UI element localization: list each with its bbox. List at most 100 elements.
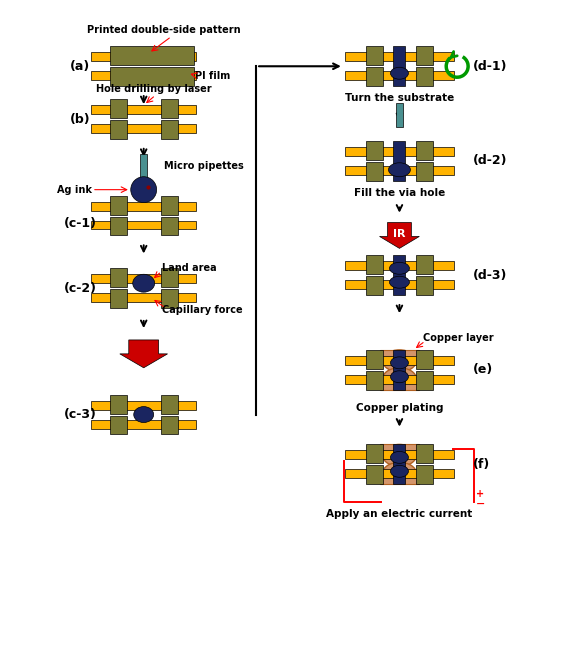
Bar [417,371,433,390]
Bar [417,466,433,484]
Bar [110,120,127,139]
Text: Ag ink: Ag ink [57,185,92,195]
Bar [366,350,383,369]
Ellipse shape [390,276,409,288]
Bar [379,381,419,390]
Bar [160,268,178,287]
Bar [92,105,196,114]
Bar [417,445,433,464]
Bar [345,166,454,175]
Ellipse shape [390,371,409,383]
Bar [366,276,383,295]
Bar [379,476,419,484]
Bar [110,415,127,434]
Bar [417,141,433,160]
Text: PI film: PI film [195,71,231,82]
Bar [92,293,196,302]
Text: (c-3): (c-3) [64,408,96,421]
Bar [160,289,178,308]
Bar [92,124,196,133]
Text: (c-1): (c-1) [64,217,96,230]
Ellipse shape [133,274,155,292]
Bar [110,268,127,287]
Text: (a): (a) [70,60,90,73]
Bar [417,46,433,65]
Bar [366,46,383,65]
Bar [394,256,406,295]
Bar [110,67,194,86]
Bar [92,400,196,409]
Bar [160,196,178,215]
Bar [366,162,383,181]
Bar [92,71,196,80]
Text: (c-2): (c-2) [64,282,96,295]
Bar [366,141,383,160]
Bar [417,67,433,86]
Bar [417,256,433,274]
Bar [160,99,178,118]
Bar [110,289,127,308]
Bar [345,280,454,289]
Bar [417,276,433,295]
Ellipse shape [134,407,154,422]
Bar [379,350,419,358]
Text: Fill the via hole: Fill the via hole [354,188,445,198]
Bar [396,103,403,127]
Bar [140,154,147,180]
Bar [379,445,419,452]
Text: Hole drilling by laser: Hole drilling by laser [96,84,211,94]
Ellipse shape [390,67,409,79]
Bar [110,99,127,118]
Bar [366,445,383,464]
Bar [345,261,454,271]
Text: −: − [476,499,485,509]
Bar [92,220,196,230]
Bar [417,162,433,181]
Ellipse shape [390,262,409,274]
FancyArrow shape [120,340,167,368]
Text: Copper layer: Copper layer [423,333,494,343]
Bar [417,350,433,369]
Ellipse shape [383,350,417,372]
Bar [345,469,454,479]
Bar [394,445,406,484]
Bar [345,451,454,460]
Bar [366,371,383,390]
Circle shape [131,177,156,203]
Bar [345,356,454,365]
FancyArrow shape [379,222,419,248]
Bar [110,46,194,65]
Ellipse shape [383,368,417,390]
Text: Apply an electric current: Apply an electric current [327,509,473,519]
Bar [160,120,178,139]
Text: Micro pipettes: Micro pipettes [164,161,244,171]
Bar [92,419,196,428]
Bar [366,67,383,86]
Bar [366,256,383,274]
Bar [110,216,127,235]
Bar [92,274,196,283]
Bar [345,52,454,61]
Bar [92,201,196,211]
Text: +: + [476,489,484,499]
Bar [110,196,127,215]
Ellipse shape [383,445,417,466]
Ellipse shape [388,163,410,177]
Bar [92,52,196,61]
Bar [160,216,178,235]
Bar [345,375,454,384]
Text: (e): (e) [473,363,493,376]
Ellipse shape [390,466,409,477]
Bar [160,394,178,413]
Bar [160,415,178,434]
Text: Printed double-side pattern: Printed double-side pattern [87,25,241,35]
Ellipse shape [390,451,409,464]
Text: (f): (f) [473,458,490,471]
Text: (d-3): (d-3) [473,269,508,282]
Text: Capillary force: Capillary force [162,305,242,315]
Text: (d-1): (d-1) [473,60,508,73]
Bar [345,71,454,80]
Text: (b): (b) [70,113,91,125]
Bar [110,394,127,413]
Text: Turn the substrate: Turn the substrate [345,93,454,103]
